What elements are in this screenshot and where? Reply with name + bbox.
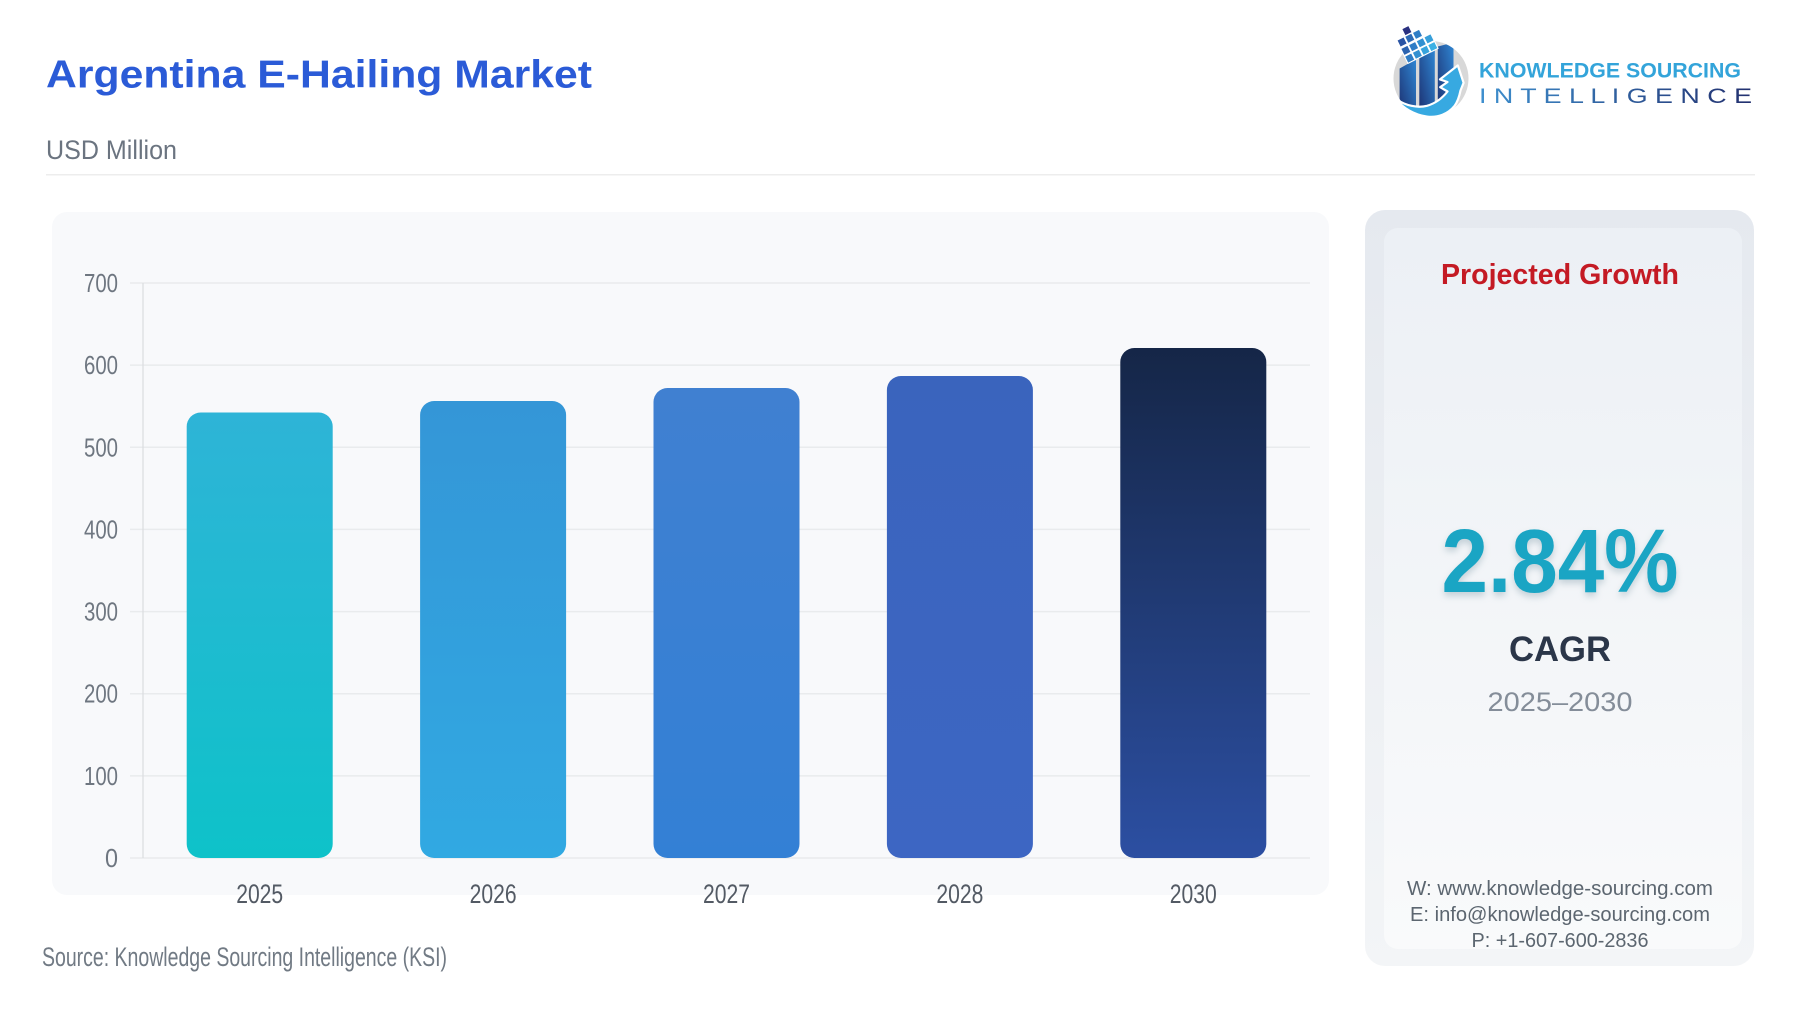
svg-text:2030: 2030	[1170, 879, 1217, 909]
svg-text:400: 400	[84, 514, 118, 544]
svg-text:CAGR: CAGR	[1509, 630, 1611, 669]
svg-text:2028: 2028	[936, 879, 983, 909]
svg-text:I N T E L L I G E N C E: I N T E L L I G E N C E	[1479, 85, 1752, 108]
svg-text:700: 700	[84, 268, 118, 298]
svg-text:2.84%: 2.84%	[1442, 512, 1679, 612]
svg-text:2027: 2027	[703, 879, 750, 909]
svg-text:KNOWLEDGE SOURCING: KNOWLEDGE SOURCING	[1479, 60, 1741, 83]
svg-text:Projected Growth: Projected Growth	[1441, 259, 1679, 291]
svg-text:Argentina E-Hailing Market: Argentina E-Hailing Market	[46, 54, 592, 97]
svg-text:2025–2030: 2025–2030	[1488, 687, 1633, 717]
svg-text:100: 100	[84, 761, 118, 791]
svg-text:2.84%: 2.84%	[1442, 516, 1679, 616]
svg-text:200: 200	[84, 679, 118, 709]
svg-text:300: 300	[84, 597, 118, 627]
svg-text:E: info@knowledge-sourcing.com: E: info@knowledge-sourcing.com	[1410, 904, 1710, 926]
svg-text:W: www.knowledge-sourcing.com: W: www.knowledge-sourcing.com	[1407, 878, 1713, 900]
svg-text:P: +1-607-600-2836: P: +1-607-600-2836	[1472, 930, 1649, 952]
svg-text:500: 500	[84, 432, 118, 462]
svg-text:0: 0	[105, 843, 118, 873]
svg-text:Source: Knowledge Sourcing Int: Source: Knowledge Sourcing Intelligence …	[42, 942, 447, 972]
svg-text:2025: 2025	[236, 879, 283, 909]
svg-text:USD Million: USD Million	[46, 135, 177, 165]
svg-text:2026: 2026	[470, 879, 517, 909]
svg-text:600: 600	[84, 350, 118, 380]
